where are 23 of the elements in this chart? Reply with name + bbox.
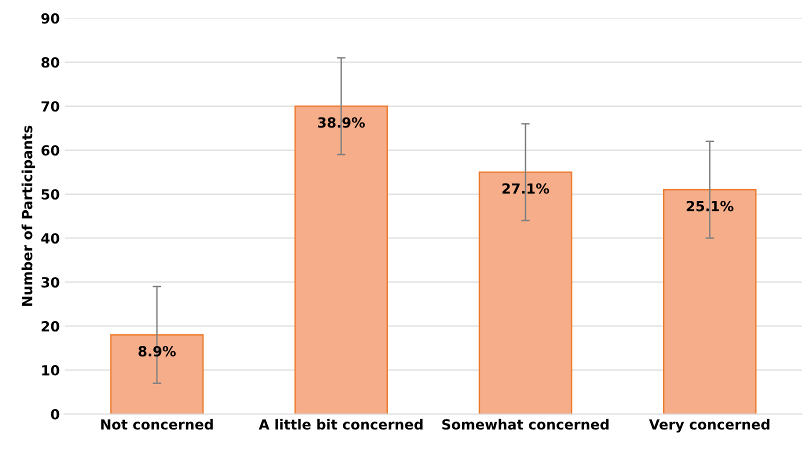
bar bbox=[110, 334, 204, 414]
y-tick-label: 50 bbox=[42, 189, 60, 200]
y-tick-label: 90 bbox=[41, 13, 60, 24]
annotation: 27.1% bbox=[502, 183, 550, 194]
y-tick-label: 40 bbox=[41, 233, 60, 244]
y-tick-label: 0 bbox=[50, 409, 60, 420]
x-tick-label: Somewhat concerned bbox=[442, 418, 609, 430]
x-tick-label: Very concerned bbox=[649, 418, 770, 432]
y-axis-title: Number of Participants bbox=[22, 126, 36, 306]
bar bbox=[478, 171, 572, 414]
y-tick-label: 10 bbox=[42, 365, 60, 376]
annotation: 38.9% bbox=[318, 117, 365, 128]
annotation: 8.9% bbox=[138, 346, 176, 357]
y-tick-label: 60 bbox=[41, 145, 60, 156]
x-tick-label: Not concerned bbox=[101, 418, 213, 430]
x-tick-label: A little bit concerned bbox=[258, 418, 423, 430]
y-tick-label: 70 bbox=[42, 101, 60, 112]
annotation: 25.1% bbox=[686, 200, 734, 212]
bar bbox=[294, 105, 388, 414]
y-tick-label: 30 bbox=[42, 277, 60, 288]
y-tick-label: 20 bbox=[42, 321, 60, 332]
bar bbox=[663, 189, 757, 414]
y-tick-label: 80 bbox=[41, 57, 60, 68]
